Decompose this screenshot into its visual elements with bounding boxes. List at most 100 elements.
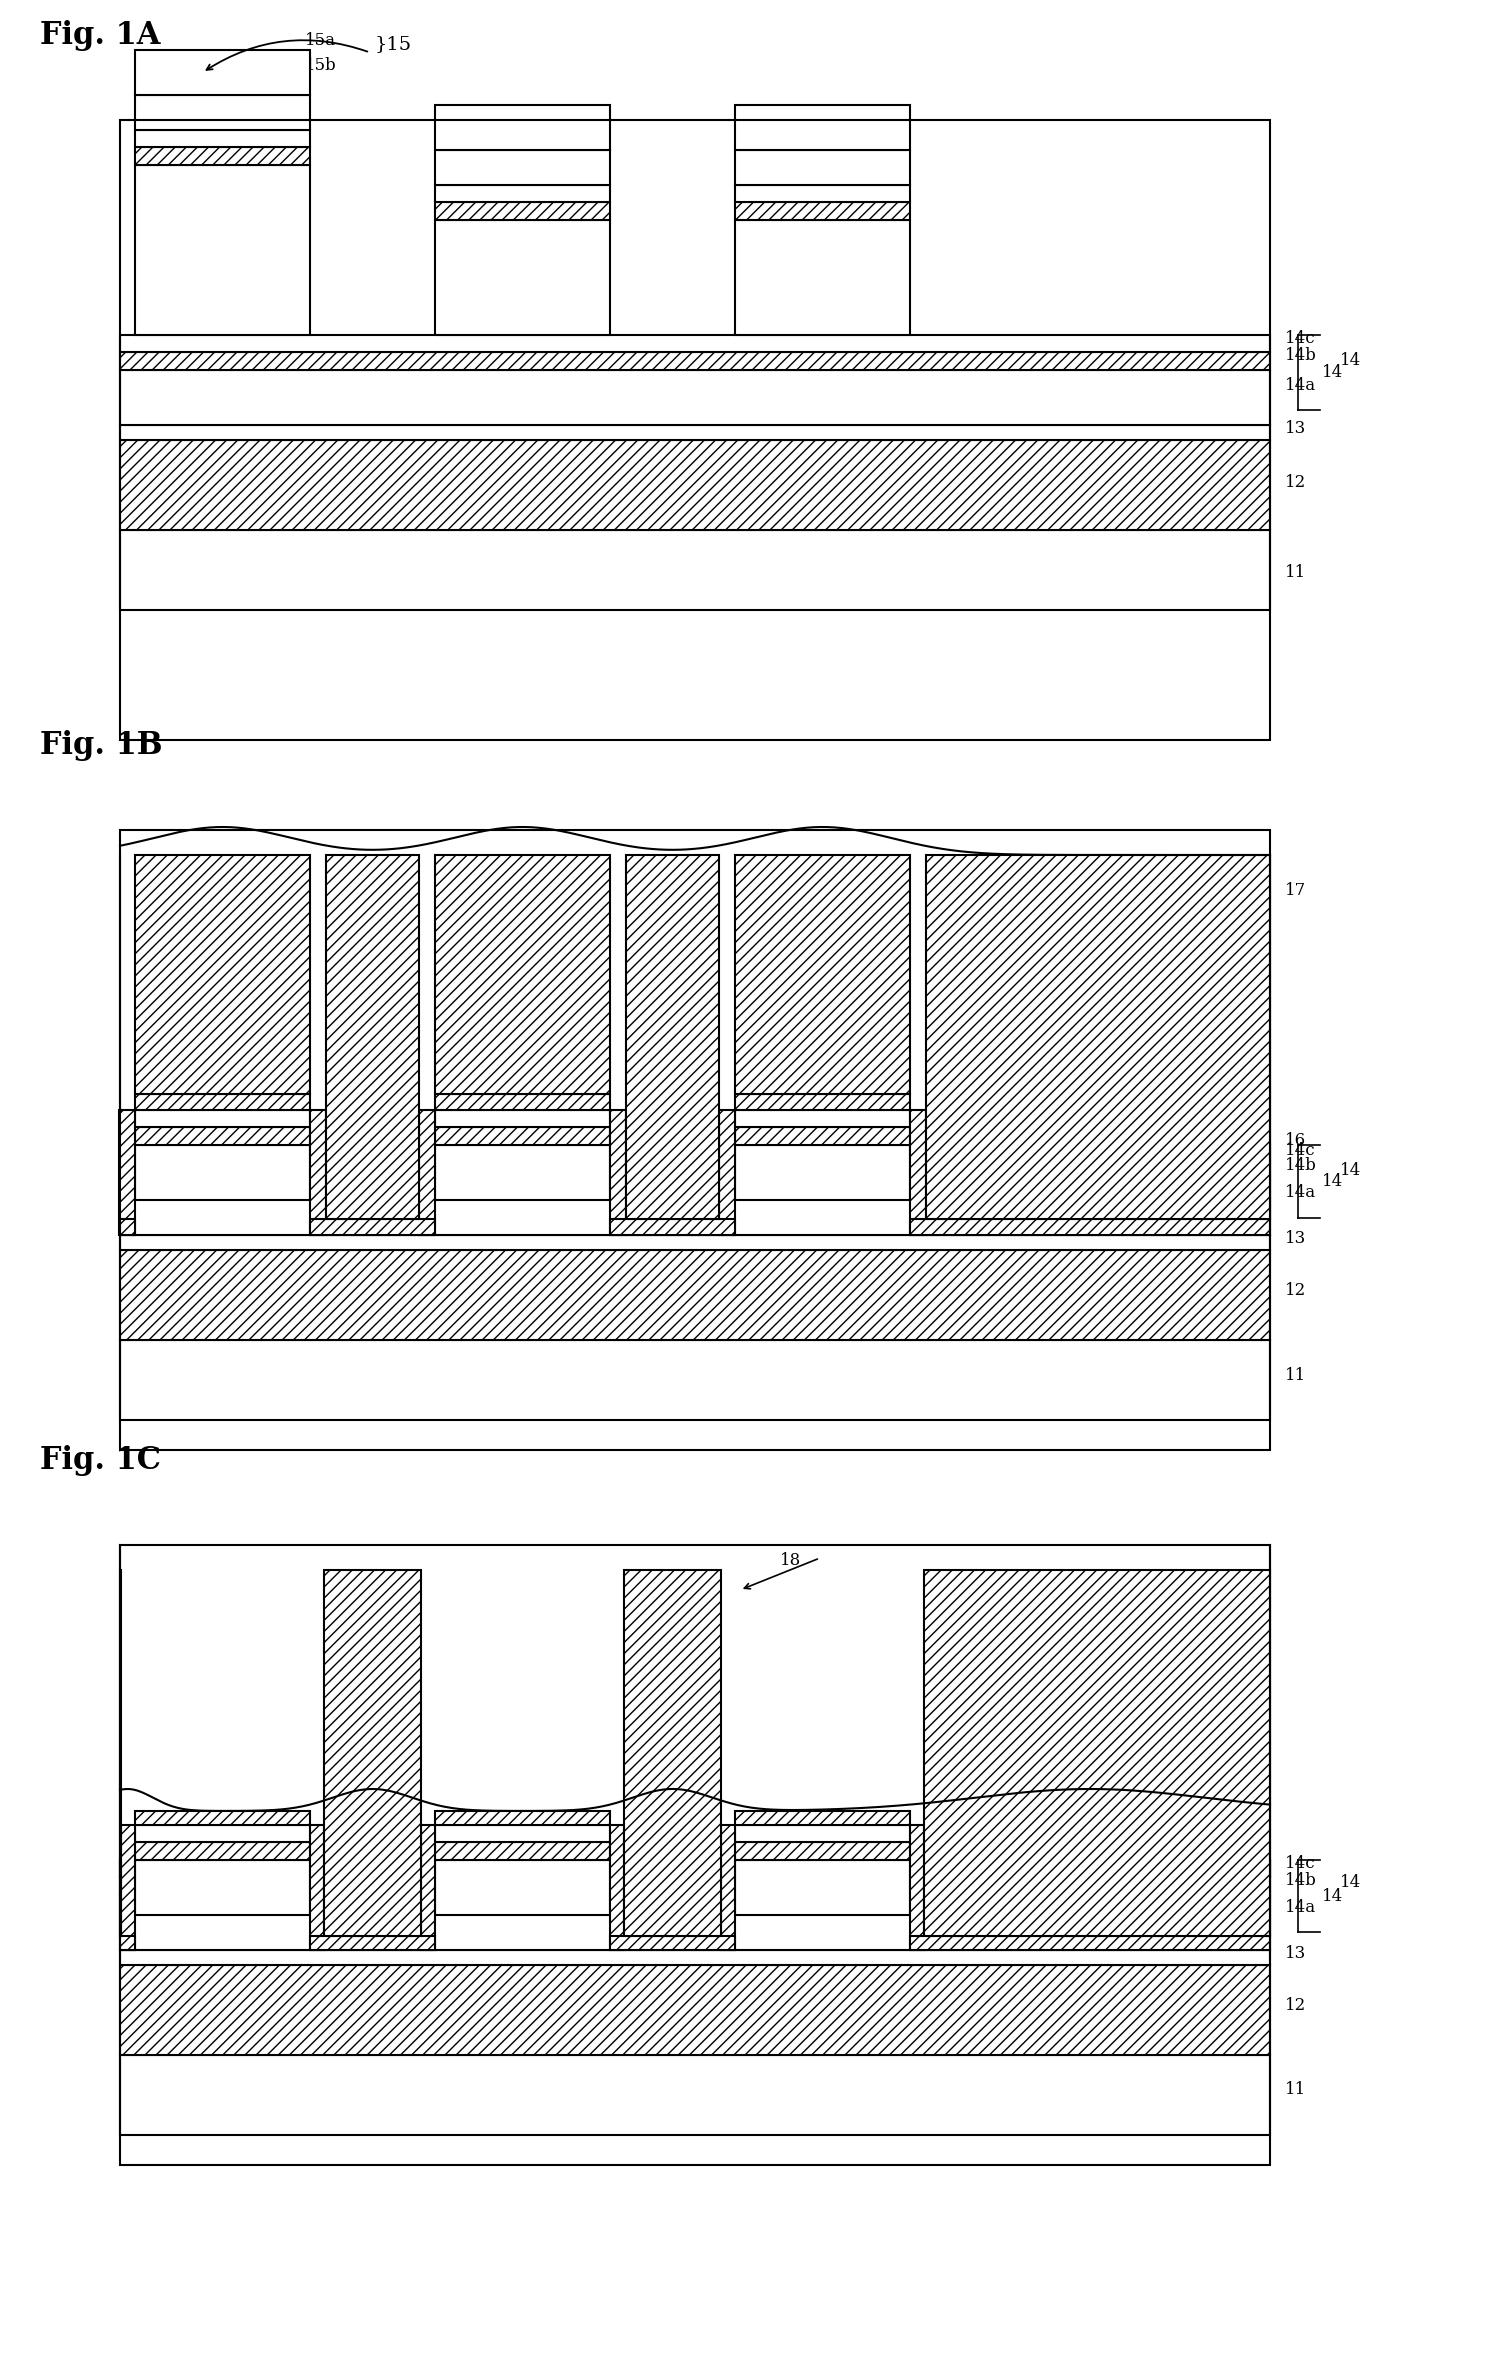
- Text: 14b: 14b: [1285, 1157, 1317, 1174]
- Bar: [736, 1126, 909, 1145]
- Bar: [120, 121, 1270, 741]
- Text: 12: 12: [1285, 473, 1306, 490]
- Bar: [736, 1110, 909, 1126]
- Bar: [721, 1824, 736, 1950]
- Bar: [135, 1126, 310, 1145]
- Bar: [120, 1218, 135, 1235]
- Bar: [120, 1876, 1270, 1895]
- Bar: [310, 1218, 434, 1235]
- Bar: [626, 854, 719, 1218]
- Bar: [324, 1571, 421, 1935]
- Text: 14b: 14b: [1285, 1872, 1317, 1888]
- Bar: [310, 1860, 434, 1876]
- Bar: [610, 1110, 626, 1235]
- Bar: [120, 830, 1270, 1450]
- Bar: [120, 1162, 1270, 1181]
- Bar: [120, 1145, 1270, 1162]
- Bar: [120, 369, 1270, 426]
- Text: 18: 18: [780, 1552, 801, 1569]
- Bar: [434, 1824, 610, 1843]
- Bar: [736, 1810, 909, 1824]
- Bar: [121, 1824, 135, 1950]
- Text: 14: 14: [1341, 353, 1362, 369]
- Text: 14a: 14a: [1285, 376, 1317, 393]
- Bar: [719, 1110, 736, 1235]
- Bar: [120, 1235, 1270, 1249]
- Text: 14c: 14c: [1285, 1140, 1315, 1159]
- Bar: [135, 1824, 310, 1843]
- Bar: [120, 2056, 1270, 2134]
- Text: Fig. 1C: Fig. 1C: [40, 1446, 160, 1476]
- Text: 13: 13: [1285, 1945, 1306, 1961]
- Bar: [909, 1218, 1270, 1235]
- Bar: [135, 147, 310, 166]
- Bar: [909, 1824, 924, 1950]
- Bar: [135, 50, 310, 95]
- Bar: [434, 1126, 610, 1145]
- Bar: [736, 1843, 909, 1860]
- Bar: [610, 1860, 736, 1876]
- Text: 12: 12: [1285, 1282, 1306, 1299]
- Bar: [120, 1860, 1270, 1876]
- Text: 14: 14: [1323, 364, 1344, 381]
- Bar: [736, 149, 909, 185]
- Bar: [736, 854, 909, 1093]
- Bar: [135, 1093, 310, 1110]
- Text: 14c: 14c: [1285, 1855, 1315, 1872]
- Bar: [120, 1966, 1270, 2056]
- Text: 14: 14: [1323, 1888, 1344, 1905]
- Bar: [736, 1145, 909, 1200]
- Bar: [434, 854, 610, 1093]
- Bar: [924, 1571, 1270, 1935]
- Text: 13: 13: [1285, 1230, 1306, 1247]
- Bar: [135, 1145, 310, 1200]
- Bar: [434, 1093, 610, 1110]
- Bar: [434, 1843, 610, 1860]
- Bar: [310, 1824, 324, 1950]
- Bar: [421, 1824, 434, 1950]
- Bar: [434, 1110, 610, 1126]
- Bar: [310, 1110, 327, 1235]
- Text: Fig. 1A: Fig. 1A: [40, 19, 160, 50]
- Text: 14c: 14c: [1285, 329, 1315, 345]
- Text: 14: 14: [1323, 1174, 1344, 1190]
- Bar: [120, 353, 1270, 369]
- Bar: [610, 1218, 736, 1235]
- Bar: [736, 220, 909, 336]
- Bar: [120, 1895, 1270, 1950]
- Bar: [120, 1545, 1270, 2165]
- Text: 15a: 15a: [306, 31, 336, 47]
- Bar: [120, 1950, 1270, 1966]
- Bar: [120, 1935, 135, 1950]
- Text: 13: 13: [1285, 419, 1306, 435]
- Text: Fig. 1B: Fig. 1B: [40, 729, 162, 759]
- Text: 11: 11: [1285, 1368, 1306, 1384]
- Bar: [909, 1860, 1270, 1876]
- Bar: [736, 1824, 909, 1843]
- Bar: [434, 149, 610, 185]
- Bar: [120, 336, 1270, 353]
- Bar: [926, 854, 1270, 1218]
- Bar: [434, 201, 610, 220]
- Bar: [434, 1810, 610, 1824]
- Bar: [135, 1843, 310, 1860]
- Text: 14: 14: [1341, 1874, 1362, 1890]
- Bar: [135, 95, 310, 130]
- Bar: [610, 1824, 625, 1950]
- Text: 14a: 14a: [1285, 1183, 1317, 1200]
- Bar: [120, 1860, 135, 1876]
- Text: 14b: 14b: [1285, 345, 1317, 364]
- Bar: [135, 1860, 310, 1914]
- Bar: [135, 854, 310, 1093]
- Text: 14: 14: [1341, 1162, 1362, 1178]
- Bar: [135, 1110, 310, 1126]
- Bar: [610, 1935, 736, 1950]
- Text: 16: 16: [1285, 1131, 1306, 1148]
- Text: }15: }15: [374, 35, 412, 54]
- Bar: [736, 1093, 909, 1110]
- Bar: [434, 1145, 610, 1200]
- Bar: [736, 104, 909, 149]
- Bar: [736, 185, 909, 201]
- Text: 12: 12: [1285, 1997, 1306, 2013]
- Bar: [434, 104, 610, 149]
